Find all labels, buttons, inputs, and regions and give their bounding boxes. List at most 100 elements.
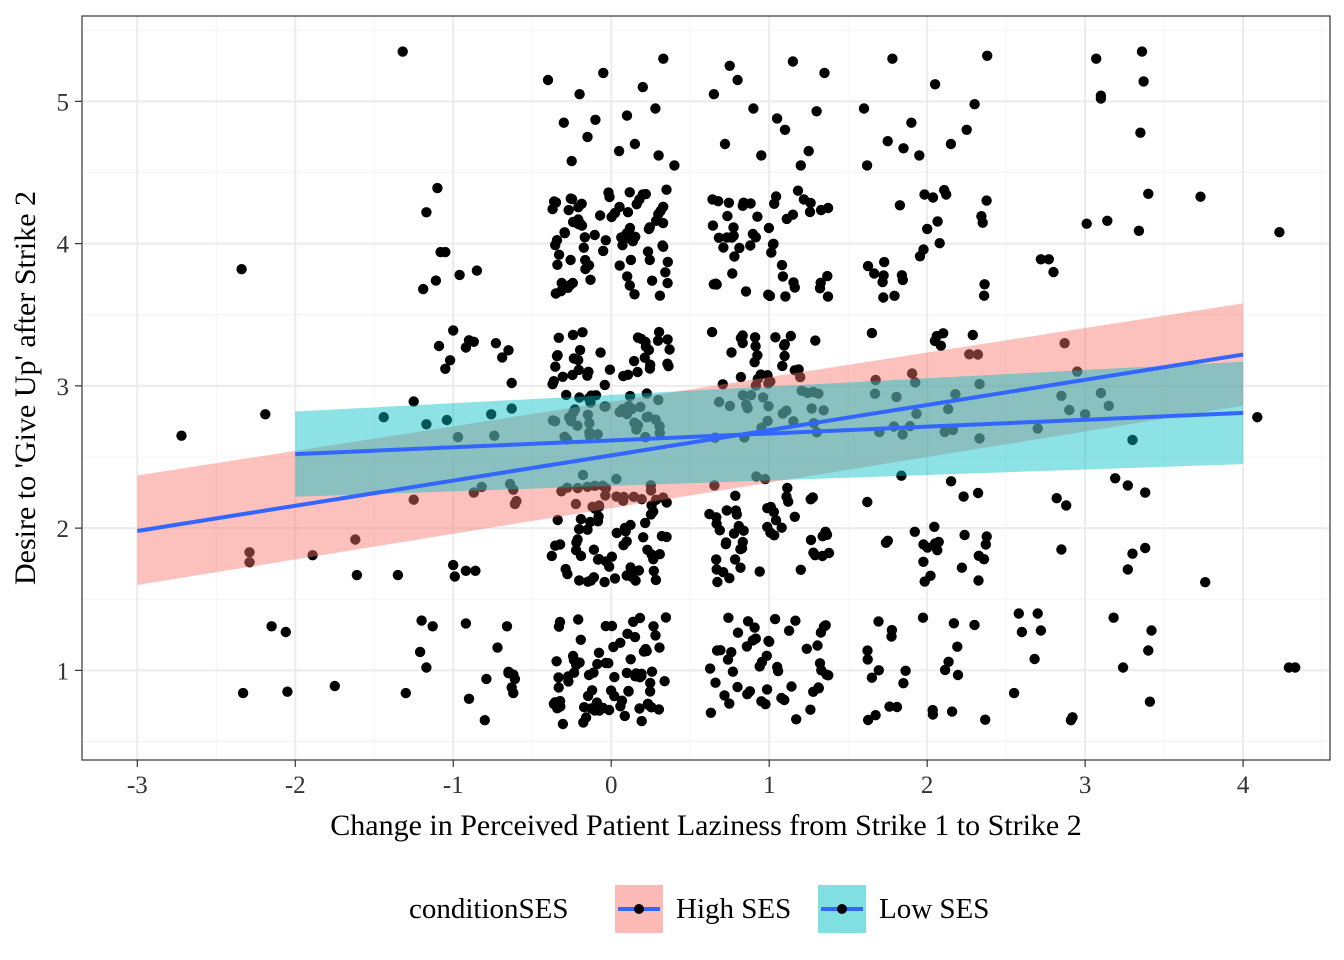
data-point xyxy=(662,358,673,369)
legend: conditionSES High SES Low SES xyxy=(409,885,989,933)
legend-key-high-ses xyxy=(615,885,663,933)
data-point xyxy=(554,539,566,550)
data-point xyxy=(745,198,756,209)
data-point xyxy=(777,271,789,282)
data-point xyxy=(658,53,669,64)
data-point xyxy=(597,702,609,714)
fit-line-high-ses xyxy=(136,352,1244,533)
data-point xyxy=(614,260,625,271)
data-point xyxy=(862,714,874,726)
data-point xyxy=(561,389,572,401)
data-point xyxy=(969,99,980,110)
data-point xyxy=(244,557,255,568)
data-point xyxy=(801,643,812,654)
data-point xyxy=(645,359,656,370)
data-point xyxy=(898,143,909,154)
data-point xyxy=(599,379,610,391)
data-point xyxy=(768,238,779,249)
data-point xyxy=(567,369,578,381)
data-point xyxy=(866,672,878,683)
data-point xyxy=(600,235,611,246)
data-point xyxy=(726,232,737,243)
data-point xyxy=(1146,625,1157,636)
data-point xyxy=(508,484,519,495)
data-point xyxy=(1122,480,1134,491)
data-point xyxy=(577,469,589,481)
data-point xyxy=(266,621,277,632)
data-point xyxy=(870,374,881,386)
data-point xyxy=(554,695,566,707)
data-point xyxy=(741,399,752,410)
data-point xyxy=(548,196,560,207)
data-point xyxy=(585,274,596,285)
data-point xyxy=(628,567,639,578)
data-point xyxy=(791,714,802,725)
data-point xyxy=(730,505,742,516)
data-point xyxy=(781,491,792,502)
data-point xyxy=(759,473,771,485)
data-point xyxy=(642,246,654,257)
data-point xyxy=(906,117,917,128)
data-point xyxy=(727,666,739,677)
data-point xyxy=(713,232,725,243)
data-point xyxy=(931,330,942,342)
data-point xyxy=(634,194,645,205)
data-point xyxy=(650,574,662,586)
x-axis-title: Change in Perceived Patient Laziness fro… xyxy=(330,809,1082,842)
data-point xyxy=(722,654,734,665)
data-point xyxy=(571,537,582,548)
data-point xyxy=(1051,493,1062,504)
x-tick-label: -1 xyxy=(443,772,464,799)
data-point xyxy=(556,277,567,289)
data-point xyxy=(815,627,827,638)
data-point xyxy=(778,340,790,351)
y-axis: 1 2 3 4 5 xyxy=(57,89,82,685)
data-point xyxy=(636,494,647,505)
data-point xyxy=(806,403,817,414)
data-point xyxy=(589,229,600,241)
data-point xyxy=(471,265,483,276)
data-point xyxy=(723,197,735,208)
data-point xyxy=(974,433,985,444)
data-point xyxy=(553,249,565,260)
data-point xyxy=(613,145,625,157)
data-point xyxy=(769,530,780,541)
data-point xyxy=(712,576,723,588)
data-point xyxy=(980,539,991,550)
y-tick-label: 1 xyxy=(57,658,70,685)
data-point xyxy=(598,67,609,79)
data-point xyxy=(416,615,427,626)
data-point xyxy=(661,497,672,508)
data-point xyxy=(624,390,636,402)
data-point xyxy=(882,136,893,147)
data-point xyxy=(795,160,806,171)
data-point xyxy=(454,269,465,281)
data-point xyxy=(724,60,735,71)
data-point xyxy=(737,390,749,401)
data-point xyxy=(585,397,596,408)
x-tick-label: 0 xyxy=(605,772,618,799)
data-point xyxy=(805,534,817,546)
data-point xyxy=(763,635,774,647)
data-point xyxy=(909,526,920,537)
data-point xyxy=(724,400,736,412)
data-point xyxy=(973,550,984,561)
data-point xyxy=(711,645,723,656)
data-point xyxy=(584,418,595,429)
data-point xyxy=(866,327,878,339)
data-point xyxy=(421,419,432,430)
data-point xyxy=(476,481,487,493)
data-point xyxy=(547,415,559,426)
data-point xyxy=(811,106,822,117)
data-point xyxy=(629,289,640,300)
data-point xyxy=(508,669,519,680)
data-point xyxy=(1195,191,1206,202)
data-point xyxy=(576,198,587,209)
data-point xyxy=(657,240,668,251)
data-point xyxy=(722,210,733,222)
data-point xyxy=(732,681,743,693)
data-point xyxy=(603,658,614,669)
legend-key-low-ses xyxy=(818,885,866,933)
data-point xyxy=(604,364,616,375)
data-point xyxy=(556,486,567,497)
